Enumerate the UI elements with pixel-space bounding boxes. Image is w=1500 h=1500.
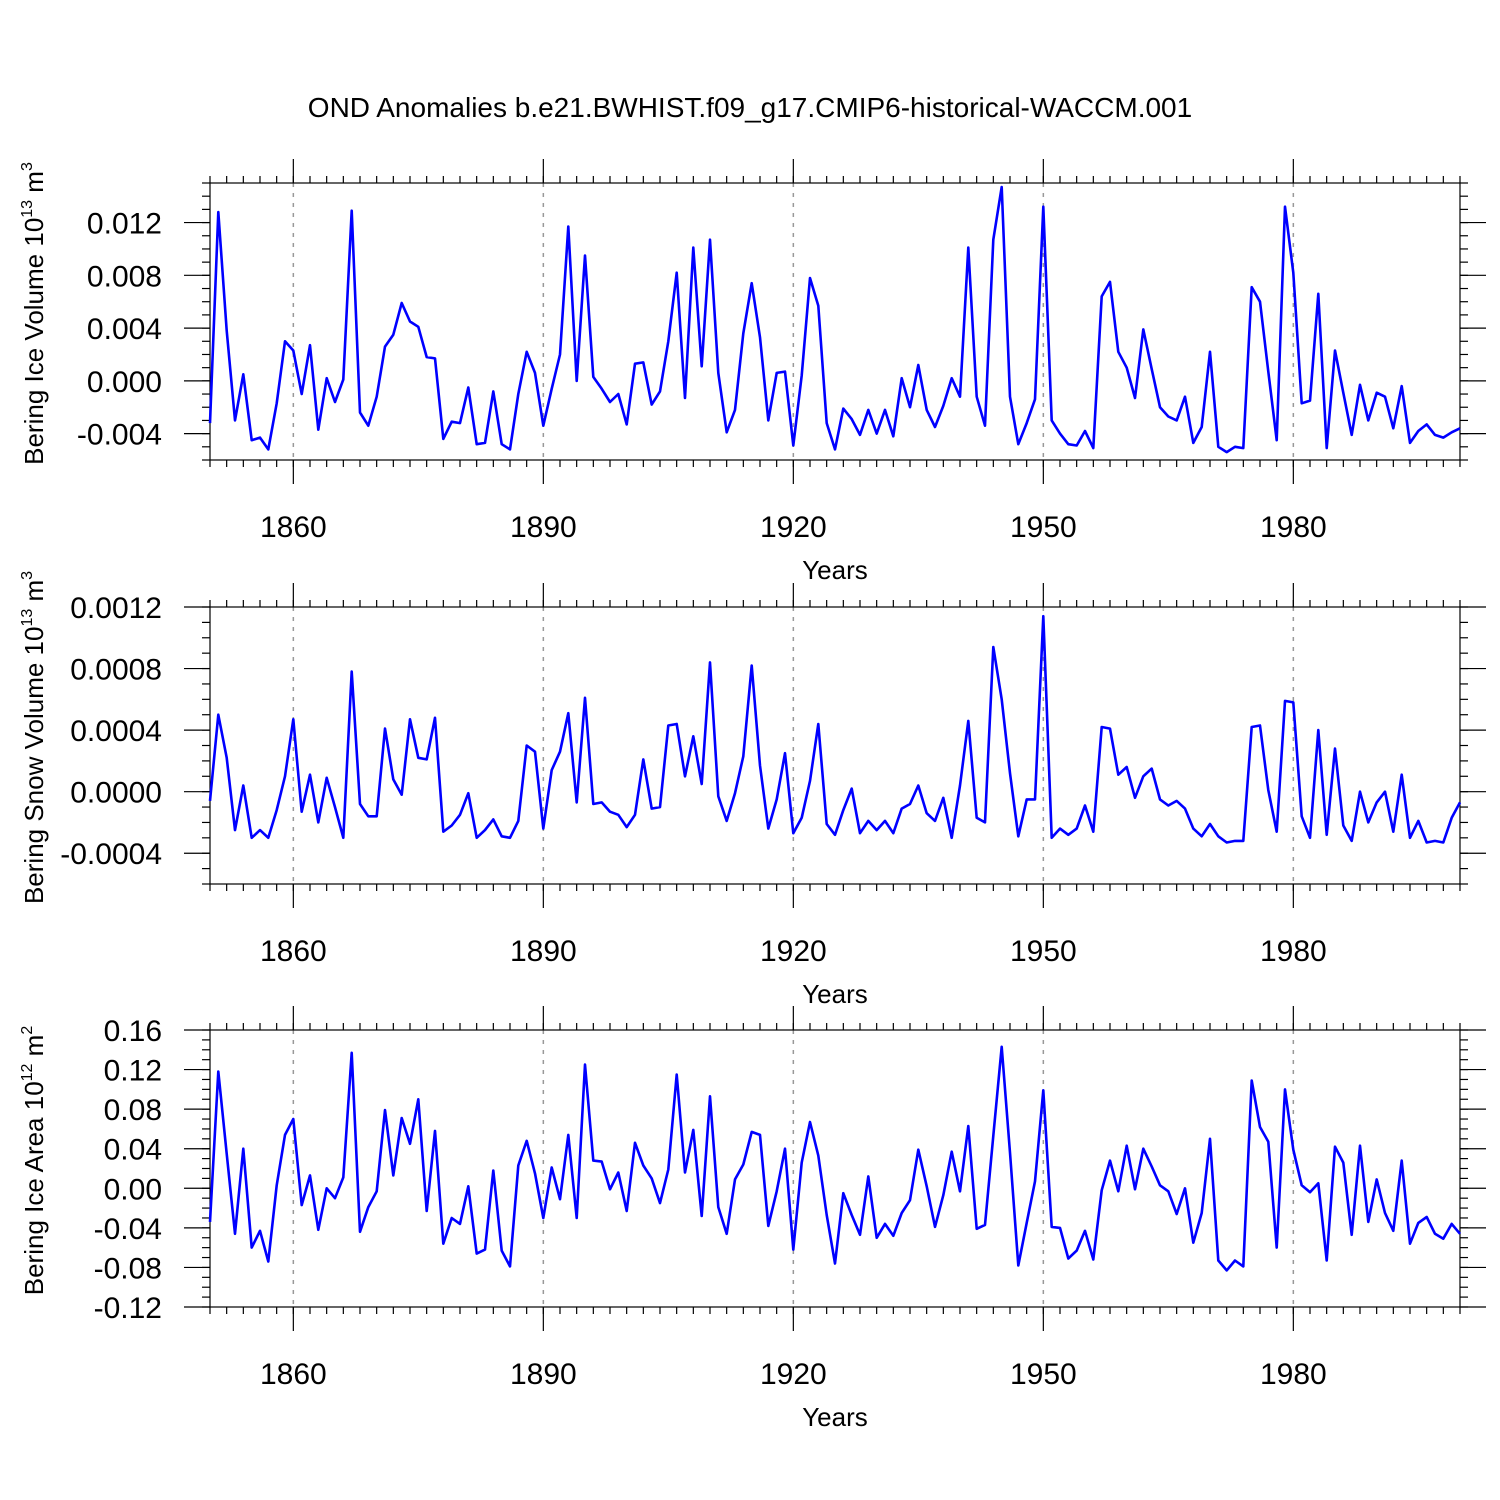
- x-axis-title: Years: [802, 555, 868, 585]
- y-tick-label: 0.0000: [70, 777, 162, 810]
- x-tick-label: 1950: [1010, 935, 1077, 968]
- x-tick-label: 1860: [260, 1358, 327, 1391]
- y-tick-label: -0.12: [94, 1292, 162, 1325]
- panels-group: 1860 1890 1920 1950 1980 Years -0.004 0.000 0.00…: [19, 159, 1486, 1432]
- x-tick-label: 1890: [510, 1358, 577, 1391]
- x-tick-label: 1920: [760, 1358, 827, 1391]
- y-tick-label: 0.012: [87, 208, 162, 241]
- y-tick-label: 0.04: [104, 1134, 162, 1167]
- y-tick-label: 0.08: [104, 1094, 162, 1127]
- x-axis-title: Years: [802, 979, 868, 1009]
- ice-area-panel: 1860 1890 1920 1950 1980 Years -0.12 -0.08 -0.04…: [19, 1006, 1486, 1432]
- x-tick-label: 1950: [1010, 511, 1077, 544]
- y-axis-title: Bering Ice Area 1012 m2: [19, 1026, 49, 1296]
- y-tick-label: -0.004: [77, 419, 162, 452]
- y-axis-title-part: 2: [19, 1026, 36, 1035]
- y-axis-title-part: Bering Ice Area 10: [19, 1081, 49, 1295]
- y-tick-label: 0.0008: [70, 654, 162, 687]
- y-tick-label: -0.04: [94, 1213, 162, 1246]
- x-tick-label: 1980: [1260, 1358, 1327, 1391]
- plot-frame: [209, 606, 1461, 885]
- y-axis-title-part: 13: [19, 200, 36, 218]
- y-tick-label: -0.08: [94, 1252, 162, 1285]
- snow-volume-panel: 1860 1890 1920 1950 1980 Years -0.0004 0.0000 0.…: [19, 571, 1486, 1009]
- y-axis-title-part: 13: [19, 609, 36, 627]
- x-tick-label: 1980: [1260, 935, 1327, 968]
- series-line: [208, 185, 1461, 454]
- y-axis-title-part: Bering Snow Volume 10: [19, 627, 49, 905]
- y-tick-label: 0.16: [104, 1015, 162, 1048]
- y-tick-label: 0.000: [87, 366, 162, 399]
- x-tick-label: 1860: [260, 511, 327, 544]
- y-tick-label: 0.0012: [70, 592, 162, 625]
- y-axis-title-part: m: [19, 171, 49, 200]
- series-line: [208, 1045, 1461, 1272]
- y-tick-label: 0.004: [87, 313, 162, 346]
- y-axis-title-part: m: [19, 1035, 49, 1064]
- x-tick-label: 1890: [510, 935, 577, 968]
- x-tick-label: 1980: [1260, 511, 1327, 544]
- x-tick-label: 1860: [260, 935, 327, 968]
- y-axis-title: Bering Ice Volume 1013 m3: [19, 162, 49, 465]
- y-tick-label: 0.008: [87, 260, 162, 293]
- plot-frame: [209, 1029, 1461, 1308]
- y-tick-label: 0.12: [104, 1055, 162, 1088]
- y-axis-title-part: 3: [19, 162, 36, 171]
- y-axis-title-part: m: [19, 580, 49, 609]
- y-tick-label: 0.0004: [70, 715, 162, 748]
- x-tick-label: 1950: [1010, 1358, 1077, 1391]
- plot-frame: [209, 182, 1461, 461]
- x-axis-title: Years: [802, 1402, 868, 1432]
- y-axis-title: Bering Snow Volume 1013 m3: [19, 571, 49, 904]
- ice-volume-panel: 1860 1890 1920 1950 1980 Years -0.004 0.000 0.00…: [19, 159, 1486, 585]
- y-axis-title-part: 12: [19, 1063, 36, 1081]
- figure-title: OND Anomalies b.e21.BWHIST.f09_g17.CMIP6…: [308, 92, 1192, 123]
- series-line: [208, 614, 1462, 844]
- y-tick-label: 0.00: [104, 1173, 162, 1206]
- x-tick-label: 1890: [510, 511, 577, 544]
- x-tick-label: 1920: [760, 511, 827, 544]
- x-tick-label: 1920: [760, 935, 827, 968]
- y-axis-title-part: 3: [19, 571, 36, 580]
- y-tick-label: -0.0004: [60, 838, 162, 871]
- y-axis-title-part: Bering Ice Volume 10: [19, 218, 49, 465]
